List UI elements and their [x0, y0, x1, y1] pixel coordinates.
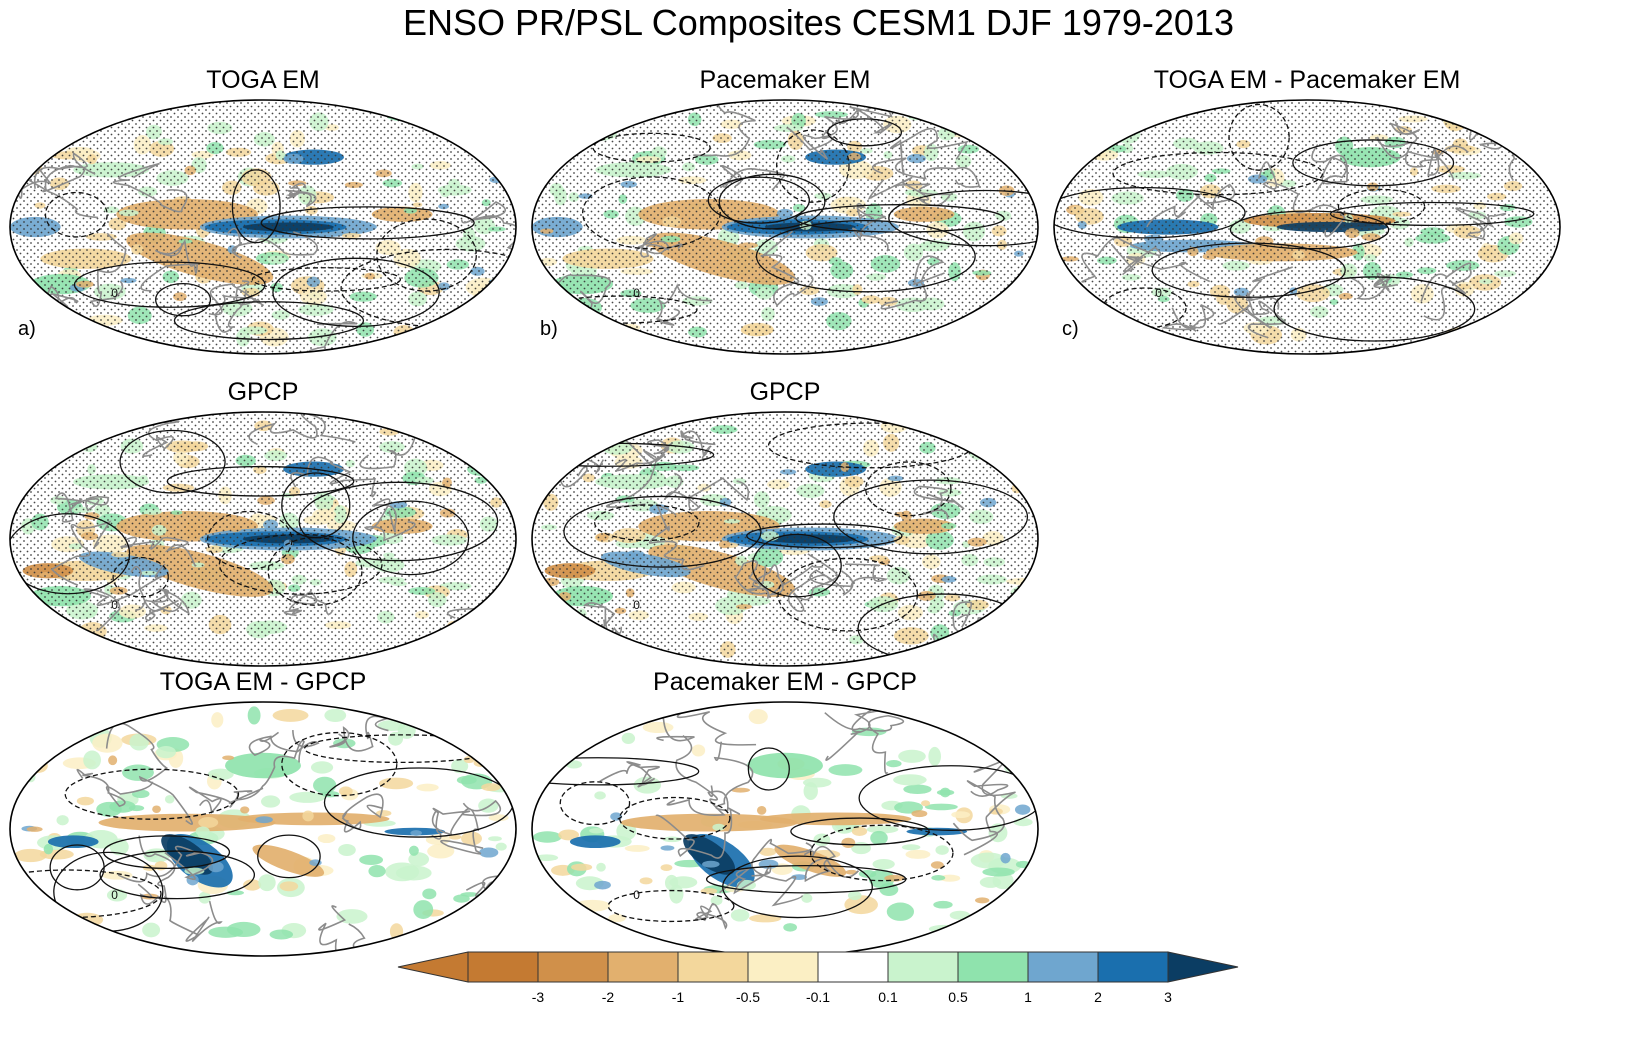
panel-title: GPCP: [749, 378, 821, 406]
svg-text:0: 0: [633, 286, 640, 300]
colorbar-label: 3: [1164, 989, 1172, 1005]
panel-title: GPCP: [227, 378, 299, 406]
panel-toga-minus-gpcp: TOGA EM - GPCP 0: [8, 668, 518, 958]
colorbar-label: -0.1: [806, 989, 830, 1005]
svg-text:0: 0: [1155, 286, 1162, 300]
colorbar-label: 1: [1024, 989, 1032, 1005]
colorbar-right-triangle: [1167, 951, 1239, 983]
colorbar-label: 0.1: [878, 989, 898, 1005]
svg-text:0: 0: [111, 888, 118, 902]
colorbar-label: -0.5: [736, 989, 760, 1005]
map-plot: 0: [9, 99, 517, 355]
map-plot: 0: [9, 701, 517, 957]
panel-toga-minus-pacemaker: TOGA EM - Pacemaker EM 0 c): [1052, 66, 1562, 356]
panel-title: TOGA EM: [206, 66, 320, 94]
panel-title: Pacemaker EM: [699, 66, 871, 94]
map-plot: 0: [9, 411, 517, 667]
panel-pacemaker-em: Pacemaker EM 0 b): [530, 66, 1040, 356]
colorbar-box: [1097, 951, 1169, 983]
svg-text:0: 0: [111, 286, 118, 300]
panel-title: Pacemaker EM - GPCP: [653, 668, 917, 696]
panel-pacemaker-minus-gpcp: Pacemaker EM - GPCP 0: [530, 668, 1040, 958]
colorbar-label: -1: [672, 989, 685, 1005]
svg-text:0: 0: [111, 598, 118, 612]
svg-text:0: 0: [633, 598, 640, 612]
colorbar-label: 2: [1094, 989, 1102, 1005]
colorbar-label: -2: [602, 989, 615, 1005]
svg-text:0: 0: [633, 888, 640, 902]
panel-gpcp-b: GPCP 0: [530, 378, 1040, 668]
panel-title: TOGA EM - GPCP: [159, 668, 367, 696]
colorbar-label: -3: [532, 989, 545, 1005]
panel-letter: c): [1062, 318, 1079, 340]
map-plot: 0: [531, 701, 1039, 957]
panel-letter: a): [18, 318, 36, 340]
panel-title: TOGA EM - Pacemaker EM: [1153, 66, 1461, 94]
panel-gpcp-a: GPCP 0: [8, 378, 518, 668]
panel-letter: b): [540, 318, 558, 340]
map-plot: 0: [531, 99, 1039, 355]
map-plot: 0: [531, 411, 1039, 667]
panel-toga-em: TOGA EM 0 a): [8, 66, 518, 356]
colorbar-label: 0.5: [948, 989, 968, 1005]
map-plot: 0: [1053, 99, 1561, 355]
figure-title: ENSO PR/PSL Composites CESM1 DJF 1979-20…: [402, 2, 1234, 43]
